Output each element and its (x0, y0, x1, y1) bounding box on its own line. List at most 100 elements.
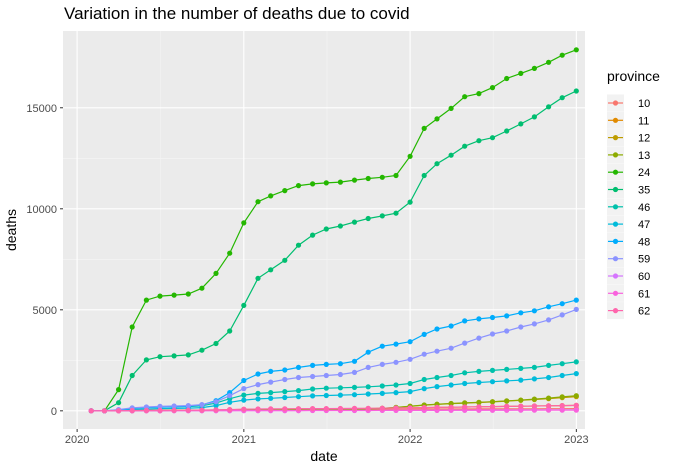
data-point (185, 403, 191, 409)
data-point (489, 367, 496, 373)
data-point (573, 393, 579, 399)
data-point (546, 403, 552, 409)
data-point (157, 293, 163, 299)
data-point (504, 398, 510, 404)
y-axis-title: deaths (3, 209, 19, 251)
data-point (282, 389, 288, 395)
data-point (379, 343, 385, 349)
data-point (295, 388, 302, 394)
data-point (171, 403, 177, 409)
data-point (323, 406, 329, 412)
y-tick-label: 10000 (26, 204, 57, 216)
data-point (295, 242, 302, 248)
data-point (255, 406, 261, 412)
legend-label: 13 (638, 150, 650, 162)
data-point (365, 364, 371, 370)
data-point (448, 372, 454, 379)
data-point (351, 392, 358, 398)
data-point (393, 359, 399, 365)
data-point (227, 250, 233, 256)
legend-item-10: 10 (607, 94, 650, 112)
legend-key-point (612, 135, 619, 141)
data-point (310, 386, 316, 392)
data-point (227, 393, 233, 399)
data-point (559, 403, 565, 409)
data-point (546, 304, 552, 310)
data-point (337, 223, 343, 229)
data-point (143, 407, 149, 413)
data-point (241, 377, 247, 384)
data-point (282, 367, 288, 373)
data-point (559, 361, 565, 367)
data-point (351, 177, 358, 183)
legend-key-point (612, 152, 619, 158)
data-point (476, 368, 482, 374)
data-point (213, 399, 219, 405)
legend-key-point (612, 308, 619, 314)
data-point (88, 408, 94, 414)
legend-label: 11 (638, 115, 649, 127)
data-point (255, 396, 261, 402)
legend-item-47: 47 (607, 215, 650, 233)
data-point (421, 376, 427, 383)
chart-title: Variation in the number of deaths due to… (64, 4, 410, 23)
data-point (407, 389, 413, 395)
data-point (282, 406, 288, 412)
data-point (407, 339, 413, 345)
legend-key-point (612, 256, 619, 262)
x-tick-label: 2020 (65, 434, 89, 446)
data-point (255, 199, 261, 205)
legend-key-point (612, 186, 619, 193)
data-point (434, 384, 440, 390)
legend-item-62: 62 (607, 302, 650, 320)
data-point (448, 404, 454, 410)
data-point (365, 349, 371, 355)
legend-label: 47 (638, 219, 650, 231)
data-point (323, 392, 329, 399)
data-point (476, 379, 482, 386)
x-tick-label: 2023 (564, 434, 588, 446)
data-point (476, 91, 482, 97)
data-point (337, 405, 343, 412)
legend: province 10 11 12 13 24 35 46 47 48 59 60 61 62 (607, 68, 660, 320)
data-point (546, 407, 552, 413)
data-point (143, 357, 149, 363)
data-point (462, 143, 468, 149)
data-point (323, 180, 329, 186)
data-point (476, 404, 482, 410)
data-point (573, 402, 579, 408)
data-point (255, 371, 261, 377)
data-point (504, 128, 510, 134)
data-point (531, 407, 538, 413)
data-point (351, 219, 358, 225)
data-point (282, 394, 288, 401)
data-point (559, 301, 565, 307)
data-point (448, 105, 454, 111)
data-point (573, 407, 579, 413)
data-point (116, 387, 122, 393)
data-point (365, 391, 371, 397)
legend-item-11: 11 (607, 111, 649, 129)
data-point (379, 405, 385, 411)
data-point (171, 353, 177, 359)
legend-item-46: 46 (607, 198, 650, 216)
minor-gridlines (63, 31, 585, 429)
data-point (434, 326, 440, 332)
data-point (559, 95, 565, 101)
data-point (407, 380, 413, 387)
data-point (573, 297, 579, 303)
data-point (434, 374, 440, 381)
series-59 (88, 306, 579, 414)
data-point (518, 121, 524, 127)
data-point (504, 313, 510, 319)
y-tick-label: 0 (51, 406, 57, 418)
legend-key-point (612, 290, 619, 296)
data-point (171, 292, 177, 298)
data-point (268, 406, 274, 412)
data-point (337, 371, 343, 378)
legend-key-point (612, 169, 619, 175)
data-point (101, 408, 108, 414)
data-point (393, 382, 399, 388)
data-point (546, 59, 552, 65)
data-point (489, 399, 496, 405)
